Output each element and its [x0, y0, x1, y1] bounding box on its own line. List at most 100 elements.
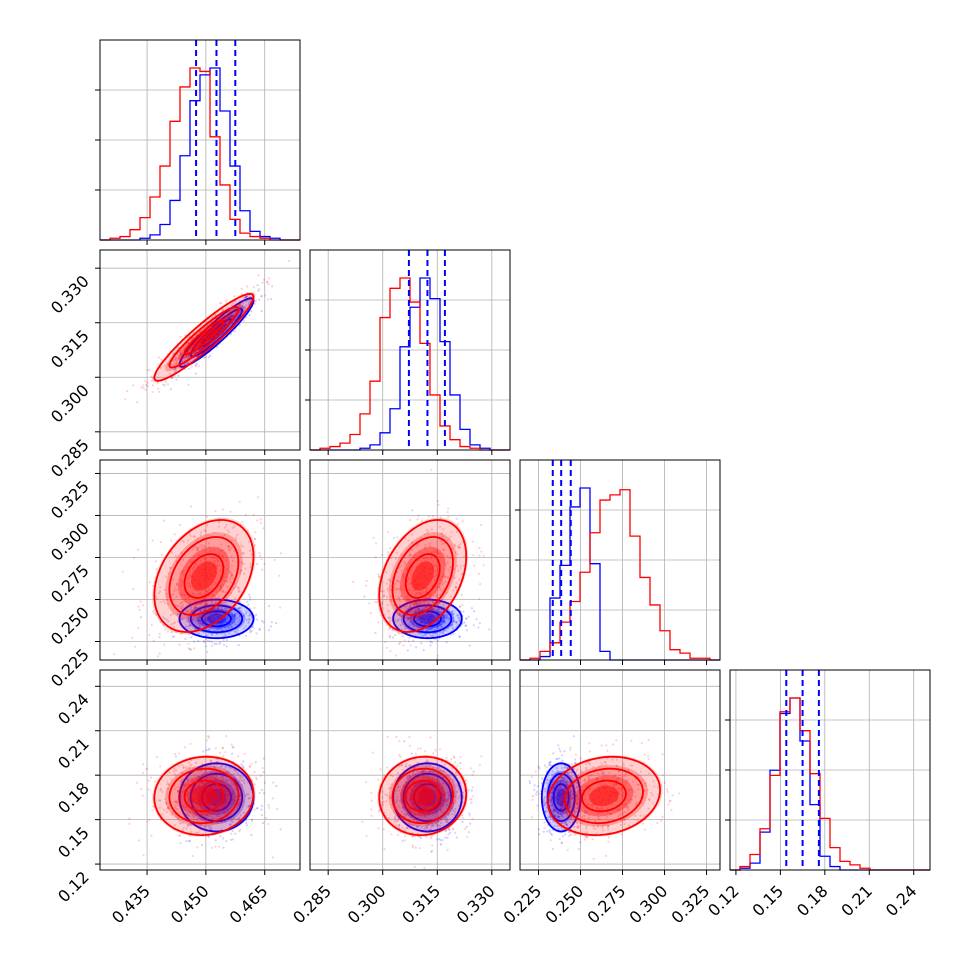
blue-sample-point: [159, 799, 162, 802]
blue-sample-point: [437, 625, 440, 628]
blue-sample-point: [409, 610, 412, 614]
red-sample-point: [217, 798, 220, 801]
blue-sample-point: [238, 799, 241, 802]
red-sample-point: [199, 593, 202, 596]
blue-sample-point: [391, 629, 394, 632]
red-sample-point: [180, 632, 183, 636]
blue-sample-point: [233, 613, 236, 616]
red-sample-point: [435, 549, 438, 553]
red-sample-point: [390, 783, 393, 786]
red-sample-point: [434, 551, 437, 554]
blue-sample-point: [442, 804, 445, 807]
blue-sample-point: [552, 810, 555, 813]
red-sample-point: [430, 528, 433, 531]
blue-sample-point: [418, 601, 421, 604]
red-sample-point: [162, 519, 165, 522]
blue-sample-point: [549, 799, 552, 802]
red-sample-point: [437, 552, 440, 555]
red-sample-point: [180, 779, 183, 782]
red-sample-point: [193, 606, 197, 609]
blue-sample-point: [424, 633, 427, 637]
red-sample-point: [134, 645, 137, 648]
red-sample-point: [209, 322, 212, 325]
red-sample-point: [124, 398, 127, 401]
red-sample-point: [185, 604, 188, 607]
red-sample-point: [424, 806, 427, 809]
red-sample-point: [179, 351, 182, 354]
red-sample-point: [174, 799, 177, 803]
red-sample-point: [144, 380, 147, 383]
blue-contour: [178, 762, 255, 833]
blue-sample-point: [400, 810, 403, 813]
red-sample-point: [146, 369, 149, 372]
red-sample-point: [436, 654, 439, 657]
blue-sample-point: [569, 833, 573, 836]
blue-sample-point: [443, 763, 446, 766]
blue-sample-point: [409, 798, 412, 801]
blue-sample-point: [560, 814, 564, 817]
blue-sample-point: [434, 812, 437, 816]
red-sample-point: [155, 568, 158, 571]
red-sample-point: [128, 817, 131, 820]
blue-sample-point: [194, 628, 197, 631]
red-sample-point: [396, 609, 399, 612]
blue-sample-point: [213, 608, 216, 611]
red-sample-point: [174, 788, 177, 791]
red-sample-point: [202, 819, 205, 822]
red-sample-point: [243, 752, 246, 755]
red-sample-point: [173, 767, 176, 770]
red-sample-point: [205, 590, 208, 593]
blue-sample-point: [406, 775, 409, 778]
red-sample-point: [427, 805, 430, 808]
blue-sample-point: [448, 618, 451, 621]
blue-sample-point: [414, 785, 417, 788]
red-sample-point: [225, 585, 229, 588]
blue-sample-point: [432, 634, 435, 637]
red-sample-point: [199, 828, 202, 831]
red-sample-point: [446, 561, 449, 564]
red-sample-point: [462, 816, 465, 819]
blue-sample-point: [245, 295, 248, 298]
red-sample-point: [202, 544, 205, 547]
red-sample-point: [165, 810, 168, 814]
red-sample-point: [413, 819, 416, 822]
blue-sample-point: [424, 633, 427, 636]
red-sample-point: [148, 368, 151, 371]
blue-sample-point: [443, 613, 446, 617]
joint-panel-1-3: [361, 735, 483, 869]
blue-sample-point: [203, 826, 206, 829]
red-sample-point: [450, 758, 453, 761]
red-sample-point: [196, 548, 199, 551]
red-sample-point: [453, 780, 456, 783]
blue-sample-point: [230, 314, 233, 318]
blue-sample-point: [574, 758, 577, 761]
red-sample-point: [478, 554, 481, 557]
red-sample-point: [185, 827, 188, 830]
red-sample-point: [402, 768, 405, 771]
red-sample-point: [188, 761, 191, 764]
red-sample-point: [220, 543, 223, 546]
blue-sample-point: [550, 796, 553, 800]
red-sample-point: [460, 564, 463, 567]
blue-sample-point: [423, 607, 426, 610]
blue-sample-point: [437, 823, 440, 826]
blue-sample-point: [458, 619, 461, 622]
blue-sample-point: [236, 772, 239, 775]
blue-sample-point: [242, 779, 245, 782]
red-sample-point: [438, 601, 441, 604]
red-sample-point: [440, 843, 443, 847]
blue-sample-point: [239, 309, 242, 312]
red-sample-point: [399, 641, 402, 644]
blue-sample-point: [207, 735, 210, 738]
blue-sample-point: [196, 362, 199, 365]
blue-sample-point: [423, 769, 426, 772]
blue-sample-point: [538, 767, 541, 770]
red-sample-point: [238, 500, 241, 503]
blue-sample-point: [417, 616, 420, 619]
blue-sample-point: [260, 814, 264, 817]
red-sample-point: [219, 792, 222, 795]
blue-sample-point: [250, 833, 253, 837]
red-sample-point: [426, 556, 429, 560]
red-sample-point: [425, 528, 429, 531]
red-sample-point: [376, 778, 380, 781]
